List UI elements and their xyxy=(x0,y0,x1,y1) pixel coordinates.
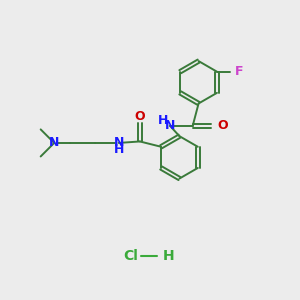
Text: H: H xyxy=(158,114,169,127)
Text: H: H xyxy=(113,143,124,156)
Text: O: O xyxy=(135,110,145,123)
Text: O: O xyxy=(218,119,228,132)
Text: N: N xyxy=(49,136,59,149)
Text: Cl: Cl xyxy=(123,249,138,263)
Text: H: H xyxy=(163,249,175,263)
Text: F: F xyxy=(235,65,244,78)
Text: N: N xyxy=(165,119,175,132)
Text: N: N xyxy=(113,136,124,149)
